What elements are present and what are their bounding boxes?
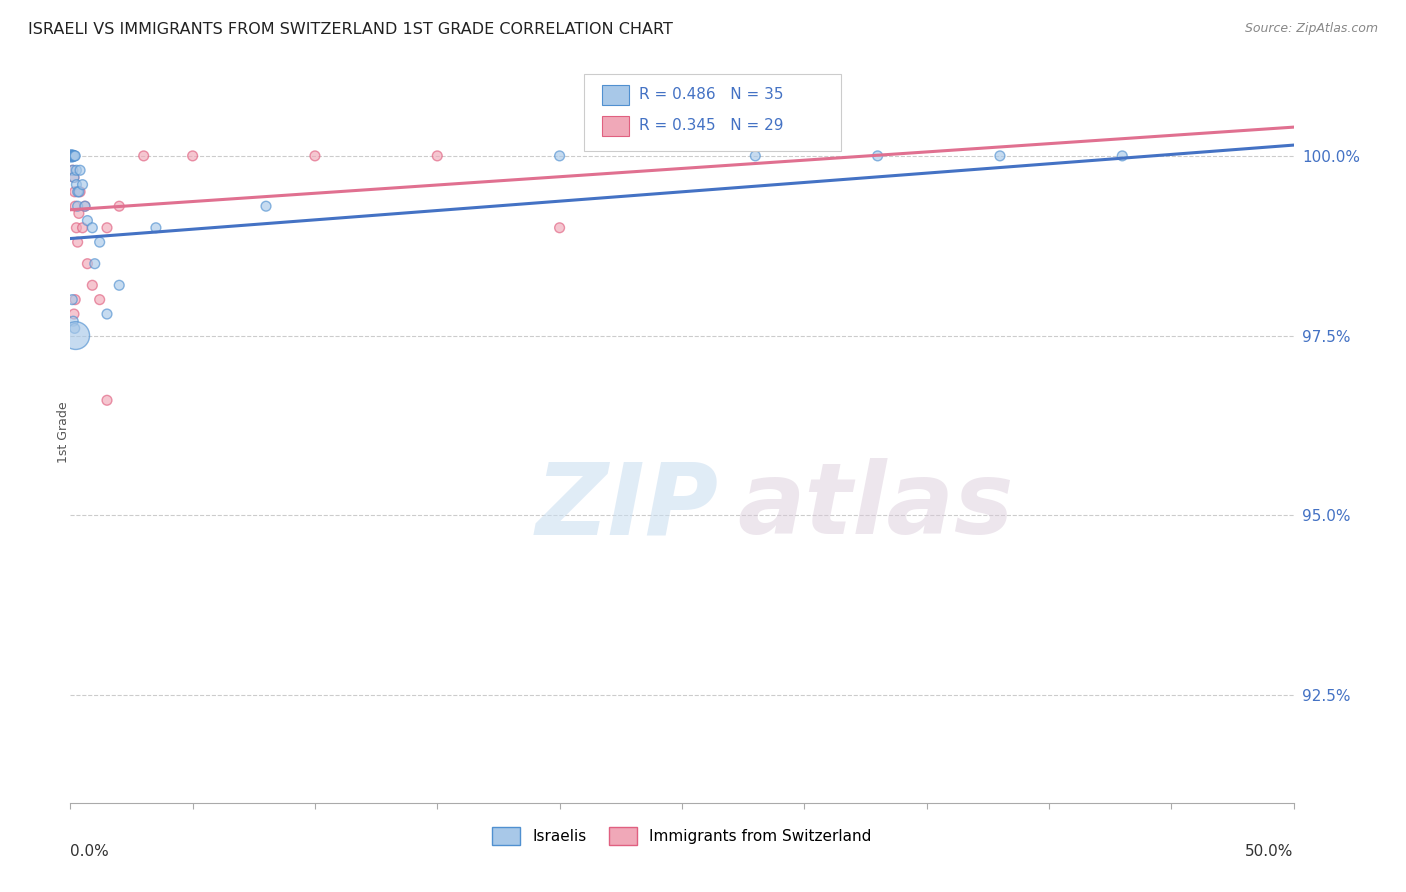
Point bbox=[65, 220, 87, 235]
Point bbox=[62, 149, 84, 163]
Point bbox=[254, 199, 277, 213]
Point bbox=[426, 149, 449, 163]
Text: 0.0%: 0.0% bbox=[70, 844, 110, 858]
Point bbox=[83, 257, 105, 271]
Point bbox=[60, 149, 83, 163]
Legend: Israelis, Immigrants from Switzerland: Israelis, Immigrants from Switzerland bbox=[486, 821, 877, 851]
Point bbox=[82, 220, 104, 235]
Point bbox=[60, 149, 83, 163]
Point bbox=[62, 149, 84, 163]
Text: ZIP: ZIP bbox=[536, 458, 718, 555]
Point bbox=[181, 149, 204, 163]
Point bbox=[304, 149, 326, 163]
Point bbox=[63, 170, 86, 185]
Point bbox=[72, 220, 94, 235]
Point bbox=[63, 149, 86, 163]
Point bbox=[60, 149, 83, 163]
Point bbox=[63, 149, 86, 163]
Point bbox=[66, 199, 89, 213]
Point bbox=[60, 149, 83, 163]
Point bbox=[67, 206, 90, 220]
Point bbox=[89, 235, 111, 249]
Point bbox=[69, 185, 91, 199]
Point bbox=[548, 220, 571, 235]
Text: ISRAELI VS IMMIGRANTS FROM SWITZERLAND 1ST GRADE CORRELATION CHART: ISRAELI VS IMMIGRANTS FROM SWITZERLAND 1… bbox=[28, 22, 673, 37]
Point bbox=[63, 293, 86, 307]
Point bbox=[72, 178, 94, 192]
Point bbox=[108, 278, 131, 293]
Point bbox=[65, 178, 87, 192]
Text: 50.0%: 50.0% bbox=[1246, 844, 1294, 858]
Point bbox=[63, 185, 86, 199]
Point bbox=[548, 149, 571, 163]
Point bbox=[744, 149, 766, 163]
Point bbox=[73, 199, 96, 213]
Bar bbox=[602, 86, 630, 104]
Point bbox=[63, 149, 86, 163]
Point bbox=[67, 185, 90, 199]
Point bbox=[82, 278, 104, 293]
Bar bbox=[602, 117, 630, 136]
Point bbox=[63, 170, 86, 185]
Point bbox=[63, 307, 86, 321]
Point bbox=[108, 199, 131, 213]
Text: R = 0.486   N = 35: R = 0.486 N = 35 bbox=[640, 87, 783, 102]
Point bbox=[69, 163, 91, 178]
Point bbox=[63, 149, 86, 163]
Point bbox=[132, 149, 155, 163]
Point bbox=[60, 149, 83, 163]
Text: R = 0.345   N = 29: R = 0.345 N = 29 bbox=[640, 118, 783, 133]
Point bbox=[62, 163, 84, 178]
Point bbox=[866, 149, 889, 163]
Point bbox=[62, 314, 84, 328]
Point bbox=[96, 393, 118, 408]
Text: Source: ZipAtlas.com: Source: ZipAtlas.com bbox=[1244, 22, 1378, 36]
Point bbox=[1111, 149, 1133, 163]
Point bbox=[65, 328, 87, 343]
Point bbox=[62, 163, 84, 178]
Point bbox=[60, 293, 83, 307]
Point bbox=[65, 163, 87, 178]
Point bbox=[145, 220, 167, 235]
FancyBboxPatch shape bbox=[583, 73, 841, 152]
Point bbox=[89, 293, 111, 307]
Point bbox=[76, 213, 98, 227]
Point bbox=[988, 149, 1011, 163]
Text: atlas: atlas bbox=[737, 458, 1014, 555]
Point bbox=[63, 321, 86, 335]
Point bbox=[62, 149, 84, 163]
Point bbox=[66, 185, 89, 199]
Point bbox=[73, 199, 96, 213]
Point bbox=[96, 220, 118, 235]
Point bbox=[66, 235, 89, 249]
Point bbox=[76, 257, 98, 271]
Point bbox=[63, 199, 86, 213]
Y-axis label: 1st Grade: 1st Grade bbox=[56, 401, 70, 464]
Point bbox=[96, 307, 118, 321]
Point bbox=[62, 149, 84, 163]
Point bbox=[60, 149, 83, 163]
